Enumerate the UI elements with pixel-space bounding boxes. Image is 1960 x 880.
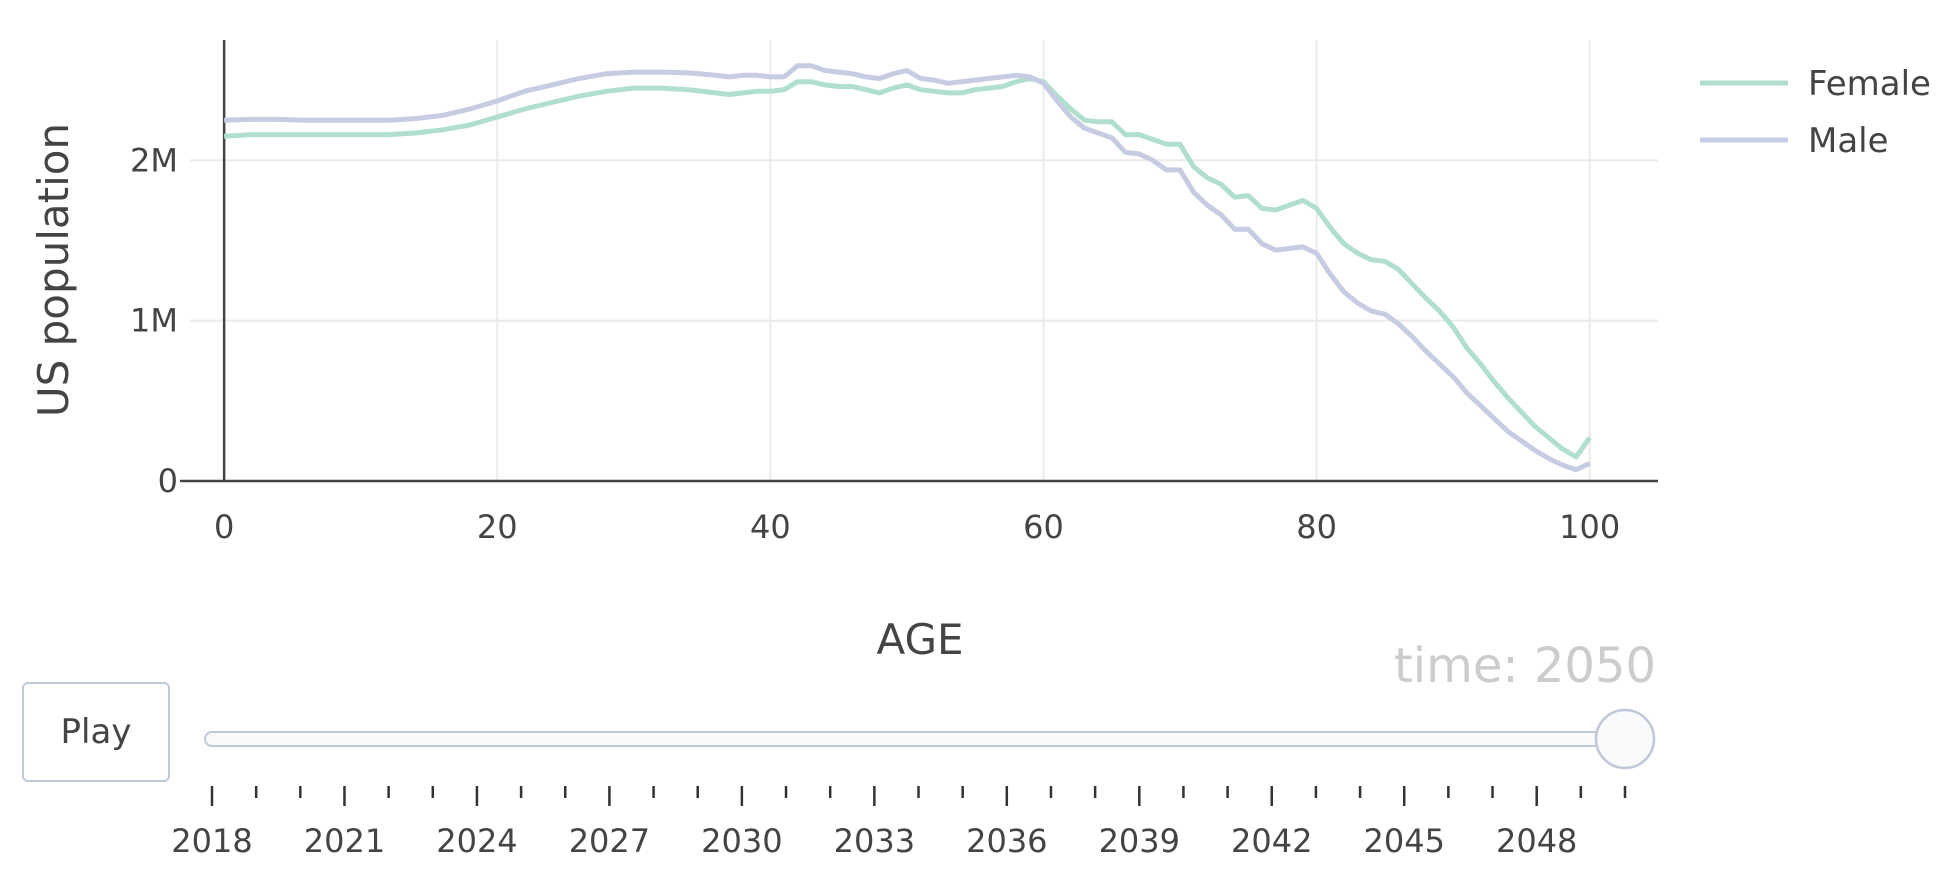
series-line-male — [224, 63, 1591, 473]
y-tick-label: 2M — [130, 141, 178, 179]
y-tick-label: 1M — [130, 302, 178, 340]
slider-handle[interactable] — [1594, 708, 1656, 770]
slider-step-label[interactable]: 2033 — [834, 822, 915, 860]
axes — [180, 40, 1658, 483]
legend-label: Male — [1808, 121, 1889, 161]
y-axis-title: US population — [29, 123, 78, 417]
x-axis-title: AGE — [876, 615, 963, 664]
time-slider[interactable]: 2018 2021 2024 2027 2030 2033 2036 2039 2042 2045… — [171, 708, 1656, 860]
x-tick-label: 20 — [477, 508, 518, 546]
slider-current-value-label: time: 2050 — [1394, 638, 1656, 694]
legend-label: Female — [1808, 64, 1931, 104]
slider-step-label[interactable]: 2048 — [1496, 822, 1577, 860]
series-line-female — [223, 76, 1592, 460]
grid-lines — [190, 40, 1658, 481]
slider-rail[interactable] — [204, 731, 1654, 747]
x-tick-label: 80 — [1296, 508, 1337, 546]
slider-step-label[interactable]: 2021 — [304, 822, 385, 860]
legend-item-female[interactable]: Female — [1700, 64, 1931, 104]
slider-step-label[interactable]: 2039 — [1099, 822, 1180, 860]
legend-item-male[interactable]: Male — [1700, 121, 1889, 161]
x-tick-label: 40 — [750, 508, 791, 546]
legend[interactable]: Female Male — [1700, 64, 1931, 161]
tick-labels: 0 20 40 60 80 100 0 1M 2M — [130, 141, 1620, 546]
slider-step-label[interactable]: 2036 — [966, 822, 1047, 860]
slider-step-label[interactable]: 2042 — [1231, 822, 1312, 860]
x-tick-label: 60 — [1023, 508, 1064, 546]
x-tick-label: 0 — [214, 508, 234, 546]
y-tick-label: 0 — [158, 462, 178, 500]
slider-step-label[interactable]: 2030 — [701, 822, 782, 860]
slider-step-label[interactable]: 2027 — [569, 822, 650, 860]
play-button[interactable]: Play — [22, 682, 170, 782]
slider-step-label[interactable]: 2024 — [436, 822, 517, 860]
slider-step-label[interactable]: 2018 — [171, 822, 252, 860]
series-lines — [223, 63, 1592, 473]
slider-step-label[interactable]: 2045 — [1364, 822, 1445, 860]
x-tick-label: 100 — [1559, 508, 1620, 546]
